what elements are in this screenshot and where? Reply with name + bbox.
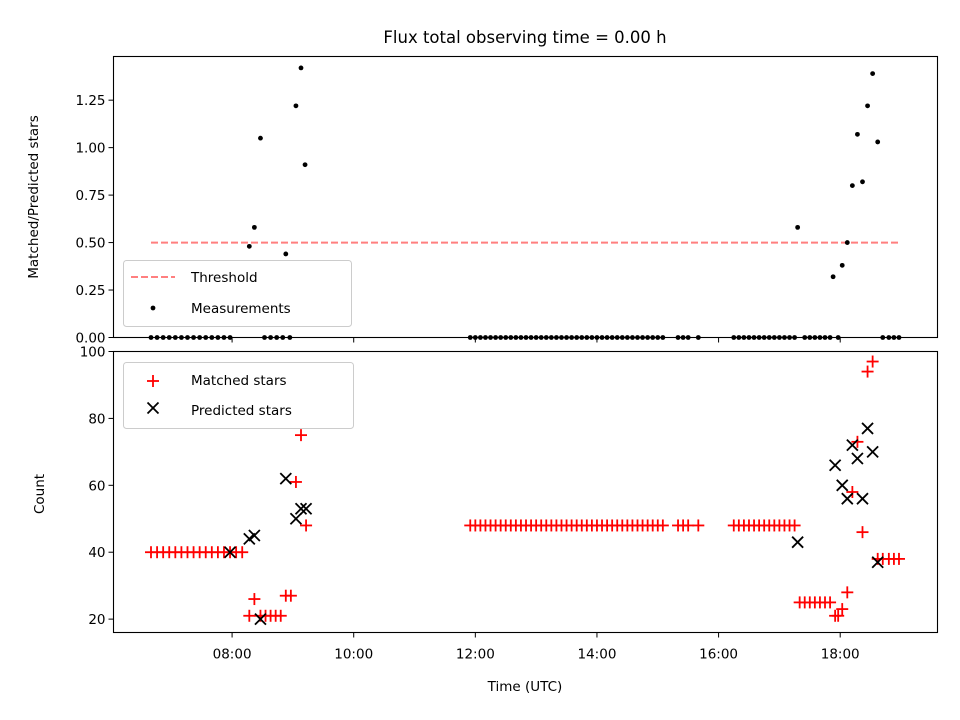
- matched-star-point: [836, 603, 849, 616]
- y-tick-label: 60: [88, 478, 105, 494]
- x-axis-label: Time (UTC): [487, 679, 563, 695]
- top-plot-frame: [112, 55, 939, 339]
- predicted-star-point: [846, 439, 859, 452]
- measurement-point: [839, 262, 845, 268]
- predicted-star-point: [299, 502, 313, 515]
- measurement-point: [246, 243, 252, 249]
- measurement-point: [865, 103, 870, 109]
- measurement-point: [855, 131, 860, 137]
- y-tick-label: 80: [88, 411, 105, 427]
- predicted-star-point: [294, 502, 308, 515]
- matched-star-point: [851, 435, 864, 448]
- predicted-star-point: [861, 422, 874, 435]
- matched-star-point: [788, 519, 801, 532]
- top-plot: Flux total observing time = 0.00 h 0.00 0…: [26, 28, 939, 347]
- legend-predicted-label: Predicted stars: [191, 403, 292, 419]
- measurement-point: [860, 179, 865, 185]
- predicted-star-point: [851, 452, 864, 465]
- y-tick-label: 100: [80, 345, 106, 361]
- matched-star-point: [300, 519, 313, 532]
- y-tick-label: 0.50: [75, 236, 105, 252]
- measurement-point: [849, 183, 855, 189]
- x-tick-label: 18:00: [821, 647, 860, 663]
- legend-matched-label: Matched stars: [191, 373, 287, 389]
- predicted-star-point: [836, 479, 849, 492]
- legend-threshold-label: Threshold: [190, 270, 258, 286]
- y-tick-label: 1.25: [75, 93, 105, 109]
- top-y-axis-label: Matched/Predicted stars: [26, 115, 42, 278]
- x-tick-label: 12:00: [456, 647, 495, 663]
- measurement-point: [830, 274, 836, 280]
- legend-measurements-swatch: [150, 305, 156, 311]
- predicted-star-point: [279, 472, 292, 485]
- measurement-point: [302, 162, 308, 168]
- bottom-y-axis-label: Count: [32, 474, 48, 514]
- matched-star-point: [284, 589, 297, 602]
- bottom-plot: 20 40 60 80 100 08:00 10:00 12:00 14:00 16:00 18:…: [32, 345, 939, 695]
- predicted-star-point: [828, 459, 842, 472]
- y-tick-label: 1.00: [75, 141, 105, 157]
- predicted-star-point: [248, 529, 261, 542]
- matched-star-point: [656, 519, 669, 532]
- y-tick-label: 20: [88, 612, 105, 628]
- predicted-star-point: [791, 536, 804, 549]
- chart-title: Flux total observing time = 0.00 h: [383, 28, 666, 47]
- bottom-plot-frame: [112, 350, 939, 634]
- matched-star-point: [289, 475, 302, 488]
- measurement-point: [258, 135, 263, 141]
- matched-star-point: [832, 609, 845, 622]
- x-tick-label: 16:00: [699, 647, 738, 663]
- predicted-star-point: [871, 556, 884, 569]
- measurement-point: [844, 240, 850, 245]
- predicted-star-point: [866, 445, 879, 458]
- predicted-star-point: [223, 546, 237, 559]
- x-tick-label: 10:00: [334, 647, 373, 663]
- y-tick-label: 0.75: [75, 188, 105, 204]
- matched-star-point: [866, 355, 879, 368]
- matched-star-point: [295, 429, 308, 442]
- measurement-point: [870, 71, 876, 76]
- matched-star-point: [243, 609, 256, 622]
- measurement-point: [298, 65, 304, 71]
- matched-star-point: [841, 586, 854, 599]
- predicted-star-point: [841, 492, 854, 505]
- measurement-point: [283, 251, 289, 257]
- predicted-star-point: [856, 492, 869, 505]
- x-tick-label: 14:00: [578, 647, 617, 663]
- top-legend: Threshold Measurements: [123, 260, 352, 327]
- measurement-point: [251, 224, 257, 230]
- matched-star-point: [236, 546, 249, 559]
- legend-predicted-swatch: [146, 401, 160, 415]
- matched-star-point: [682, 519, 695, 532]
- predicted-star-point: [254, 612, 267, 626]
- matched-star-point: [861, 365, 874, 378]
- predicted-star-point: [289, 512, 303, 525]
- measurement-point: [875, 139, 881, 145]
- legend-measurements-label: Measurements: [191, 301, 291, 317]
- y-tick-label: 40: [88, 545, 105, 561]
- measurement-point: [795, 224, 801, 230]
- matched-star-point: [824, 596, 837, 609]
- x-tick-label: 08:00: [213, 647, 252, 663]
- y-tick-label: 0.00: [75, 331, 105, 347]
- matched-star-point: [248, 593, 261, 606]
- y-tick-label: 0.25: [75, 283, 105, 299]
- legend-matched-swatch: [147, 375, 159, 387]
- matched-star-point: [856, 526, 869, 539]
- matched-star-point: [692, 519, 705, 532]
- matched-star-point: [892, 552, 905, 565]
- matched-star-point: [274, 609, 287, 622]
- measurement-point: [293, 103, 299, 109]
- matched-star-point: [846, 486, 859, 498]
- bottom-legend: Matched stars Predicted stars: [123, 362, 354, 429]
